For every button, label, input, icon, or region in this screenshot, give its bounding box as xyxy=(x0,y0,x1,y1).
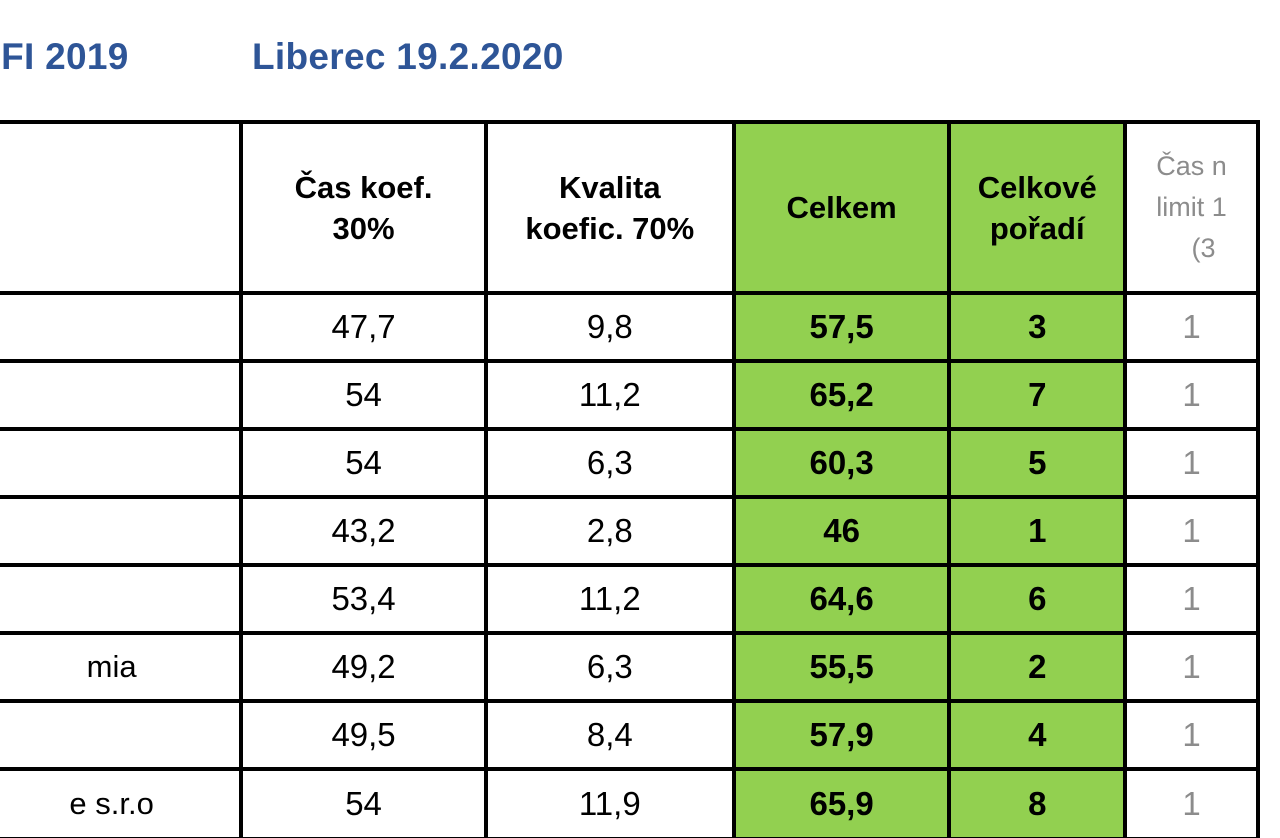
header-time-line-1: Čas koef. xyxy=(294,169,433,205)
header-rank-line-1: Celkové xyxy=(977,169,1097,205)
table-header-row: Čas koef. 30% Kvalita koefic. 70% Celkem… xyxy=(0,120,1260,295)
header-time-limit: Čas n limit 1 (3 xyxy=(1123,120,1260,295)
row-total: 60,3 xyxy=(731,427,952,499)
header-limit-line-1: Čas n xyxy=(1156,151,1227,181)
row-rank: 2 xyxy=(947,631,1128,703)
table-row: 47,7 9,8 57,5 3 1 xyxy=(0,291,1260,363)
results-table: Čas koef. 30% Kvalita koefic. 70% Celkem… xyxy=(0,120,1260,838)
row-name xyxy=(0,563,244,635)
row-total: 64,6 xyxy=(731,563,952,635)
row-rank: 1 xyxy=(947,495,1128,567)
table-row: 43,2 2,8 46 1 1 xyxy=(0,495,1260,567)
row-rank: 3 xyxy=(947,291,1128,363)
row-limit: 1 xyxy=(1123,427,1260,499)
row-quality: 2,8 xyxy=(483,495,736,567)
row-rank: 8 xyxy=(947,767,1128,838)
row-quality: 11,2 xyxy=(483,359,736,431)
table-row: mia 49,2 6,3 55,5 2 1 xyxy=(0,631,1260,703)
row-total: 57,9 xyxy=(731,699,952,771)
table-row: 53,4 11,2 64,6 6 1 xyxy=(0,563,1260,635)
table-row: 49,5 8,4 57,9 4 1 xyxy=(0,699,1260,771)
header-overall-rank: Celkové pořadí xyxy=(947,120,1128,295)
row-limit: 1 xyxy=(1123,359,1260,431)
row-name xyxy=(0,359,244,431)
row-time: 47,7 xyxy=(239,291,488,363)
row-quality: 9,8 xyxy=(483,291,736,363)
row-limit: 1 xyxy=(1123,563,1260,635)
table-row: e s.r.o 54 11,9 65,9 8 1 xyxy=(0,767,1260,838)
row-time: 54 xyxy=(239,359,488,431)
event-title: OFI 2019 xyxy=(0,36,129,77)
row-rank: 5 xyxy=(947,427,1128,499)
row-quality: 6,3 xyxy=(483,631,736,703)
header-quality-line-2: koefic. 70% xyxy=(525,210,695,246)
row-name xyxy=(0,291,244,363)
row-total: 65,2 xyxy=(731,359,952,431)
row-total: 46 xyxy=(731,495,952,567)
row-name: e s.r.o xyxy=(0,767,244,838)
header-total: Celkem xyxy=(731,120,952,295)
row-limit: 1 xyxy=(1123,631,1260,703)
header-quality-coefficient: Kvalita koefic. 70% xyxy=(483,120,736,295)
row-name: mia xyxy=(0,631,244,703)
header-limit-line-2: limit 1 xyxy=(1156,192,1227,222)
row-time: 53,4 xyxy=(239,563,488,635)
row-name xyxy=(0,495,244,567)
row-limit: 1 xyxy=(1123,291,1260,363)
table-row: 54 6,3 60,3 5 1 xyxy=(0,427,1260,499)
row-total: 55,5 xyxy=(731,631,952,703)
row-rank: 7 xyxy=(947,359,1128,431)
header-limit-line-3: (3 xyxy=(1191,233,1216,263)
header-rank-line-2: pořadí xyxy=(989,210,1085,246)
row-time: 43,2 xyxy=(239,495,488,567)
row-name xyxy=(0,427,244,499)
row-quality: 11,9 xyxy=(483,767,736,838)
header-name xyxy=(0,120,244,295)
row-time: 54 xyxy=(239,767,488,838)
row-limit: 1 xyxy=(1123,699,1260,771)
event-location-date: Liberec 19.2.2020 xyxy=(252,36,564,77)
row-time: 49,2 xyxy=(239,631,488,703)
row-time: 54 xyxy=(239,427,488,499)
row-time: 49,5 xyxy=(239,699,488,771)
row-rank: 4 xyxy=(947,699,1128,771)
row-total: 65,9 xyxy=(731,767,952,838)
row-limit: 1 xyxy=(1123,767,1260,838)
row-quality: 11,2 xyxy=(483,563,736,635)
header-time-line-2: 30% xyxy=(332,210,395,246)
header-time-coefficient: Čas koef. 30% xyxy=(239,120,488,295)
row-rank: 6 xyxy=(947,563,1128,635)
header-quality-line-1: Kvalita xyxy=(558,169,661,205)
table-row: 54 11,2 65,2 7 1 xyxy=(0,359,1260,431)
row-name xyxy=(0,699,244,771)
row-total: 57,5 xyxy=(731,291,952,363)
row-limit: 1 xyxy=(1123,495,1260,567)
row-quality: 8,4 xyxy=(483,699,736,771)
row-quality: 6,3 xyxy=(483,427,736,499)
